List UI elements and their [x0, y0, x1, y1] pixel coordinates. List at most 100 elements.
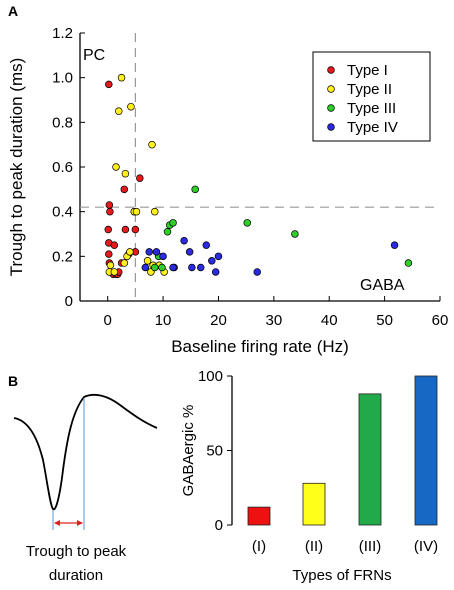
- scatter-point-type-3: [151, 263, 159, 272]
- scatter-point-type-1: [105, 80, 113, 89]
- bar-category-label: (I): [252, 538, 266, 555]
- scatter-point-type-3: [291, 230, 299, 238]
- scatter-x-tick-label: 60: [432, 312, 449, 329]
- scatter-point-type-4: [253, 268, 261, 276]
- scatter-point-type-3: [191, 185, 199, 194]
- scatter-point-type-3: [163, 228, 172, 236]
- bar-category-label: (II): [305, 538, 323, 555]
- panel-b-label: B: [8, 373, 18, 389]
- legend-label: Type IV: [347, 119, 398, 136]
- scatter-y-tick-label: 0.4: [52, 204, 73, 221]
- bar-chart: 0 50 100 (I) (II) (III) (IV) Types of FRNs GA…: [180, 368, 438, 584]
- scatter-point-type-4: [152, 248, 161, 256]
- bar-y-tick-label: 50: [206, 443, 223, 460]
- scatter-point-type-4: [145, 248, 153, 256]
- waveform-caption-line1: Trough to peak: [26, 543, 127, 560]
- scatter-point-type-4: [169, 263, 177, 272]
- scatter-point-type-2: [112, 163, 120, 171]
- scatter-point-type-4: [159, 252, 167, 261]
- legend-marker: [327, 66, 335, 74]
- scatter-point-type-2: [115, 107, 123, 115]
- waveform-illustration: Trough to peak duration: [13, 393, 158, 584]
- legend-marker: [327, 123, 335, 131]
- bar-1: [247, 506, 271, 526]
- bar-3: [358, 393, 382, 526]
- bar-marks: (I) (II) (III) (IV): [247, 375, 438, 555]
- scatter-chart: 0 10 20 30 40 50 60 0 0.2 0.4 0.6 0.8 1.0 1.2 PC GABA…: [7, 25, 448, 356]
- scatter-point-type-1: [121, 225, 130, 234]
- scatter-point-type-2: [110, 268, 119, 276]
- scatter-points: [104, 73, 413, 278]
- legend-marker: [327, 85, 335, 93]
- scatter-point-type-4: [202, 241, 211, 249]
- scatter-point-type-4: [196, 263, 205, 272]
- scatter-y-tick-label: 1.2: [52, 25, 73, 42]
- scatter-x-tick-label: 20: [210, 312, 227, 329]
- scatter-x-tick-label: 50: [376, 312, 393, 329]
- scatter-point-type-4: [185, 248, 194, 256]
- scatter-point-type-1: [105, 201, 114, 209]
- scatter-x-axis-label: Baseline firing rate (Hz): [171, 337, 349, 356]
- scatter-axes: 0 10 20 30 40 50 60 0 0.2 0.4 0.6 0.8 1.0 1.2: [52, 25, 448, 329]
- bar-y-tick-label: 100: [198, 368, 223, 385]
- scatter-point-type-2: [148, 140, 156, 149]
- scatter-y-tick-label: 1.0: [52, 70, 73, 87]
- scatter-point-type-4: [141, 263, 150, 272]
- scatter-point-type-1: [106, 207, 114, 216]
- scatter-thresholds: [80, 33, 440, 301]
- scatter-point-type-4: [214, 252, 223, 261]
- scatter-x-tick-label: 10: [155, 312, 172, 329]
- bar-axes: 0 50 100: [198, 368, 233, 534]
- scatter-x-tick-label: 40: [321, 312, 338, 329]
- scatter-legend: Type I Type II Type III Type IV: [312, 51, 431, 142]
- scatter-point-type-3: [243, 219, 252, 227]
- scatter-y-tick-label: 0.6: [52, 159, 73, 176]
- scatter-point-type-2: [120, 259, 129, 267]
- annotation-pc: PC: [83, 47, 105, 64]
- scatter-point-type-3: [404, 259, 413, 267]
- scatter-point-type-2: [132, 207, 141, 216]
- scatter-point-type-4: [188, 263, 196, 272]
- bar-4: [414, 375, 438, 526]
- legend-label: Type I: [347, 62, 388, 79]
- bar-x-axis-label: Types of FRNs: [292, 567, 391, 584]
- duration-arrow-left-head: [54, 520, 60, 526]
- scatter-point-type-2: [117, 73, 126, 82]
- scatter-point-type-2: [127, 102, 135, 111]
- legend-label: Type II: [347, 81, 392, 98]
- scatter-point-type-1: [105, 250, 113, 258]
- panel-a-label: A: [8, 3, 18, 19]
- scatter-point-type-1: [110, 241, 119, 249]
- scatter-y-axis-label: Trough to peak duration (ms): [7, 58, 26, 277]
- bar-y-tick-label: 0: [215, 517, 223, 534]
- scatter-x-tick-label: 30: [266, 312, 283, 329]
- scatter-point-type-1: [131, 225, 140, 234]
- annotation-gaba: GABA: [360, 277, 405, 294]
- spike-waveform: [13, 393, 158, 511]
- bar-category-label: (IV): [414, 538, 438, 555]
- scatter-point-type-3: [169, 219, 177, 227]
- scatter-point-type-4: [390, 241, 399, 249]
- legend-label: Type III: [347, 100, 396, 117]
- bar-2: [302, 482, 326, 526]
- scatter-x-tick-label: 0: [104, 312, 112, 329]
- scatter-y-tick-label: 0: [65, 293, 73, 310]
- scatter-point-type-4: [208, 257, 216, 265]
- scatter-point-type-2: [151, 207, 159, 216]
- scatter-point-type-1: [136, 174, 144, 182]
- duration-arrow-right-head: [77, 520, 83, 526]
- scatter-point-type-2: [143, 257, 152, 265]
- scatter-point-type-1: [120, 185, 129, 194]
- bar-y-axis-label: GABAergic %: [180, 405, 197, 497]
- scatter-point-type-2: [126, 248, 134, 256]
- scatter-point-type-4: [211, 268, 220, 276]
- scatter-point-type-4: [180, 236, 188, 245]
- waveform-caption-line2: duration: [49, 567, 103, 584]
- scatter-point-type-2: [121, 169, 130, 178]
- scatter-point-type-3: [158, 263, 166, 272]
- scatter-point-type-2: [106, 261, 115, 270]
- scatter-y-tick-label: 0.8: [52, 114, 73, 131]
- scatter-y-tick-label: 0.2: [52, 248, 73, 265]
- legend-marker: [327, 104, 335, 112]
